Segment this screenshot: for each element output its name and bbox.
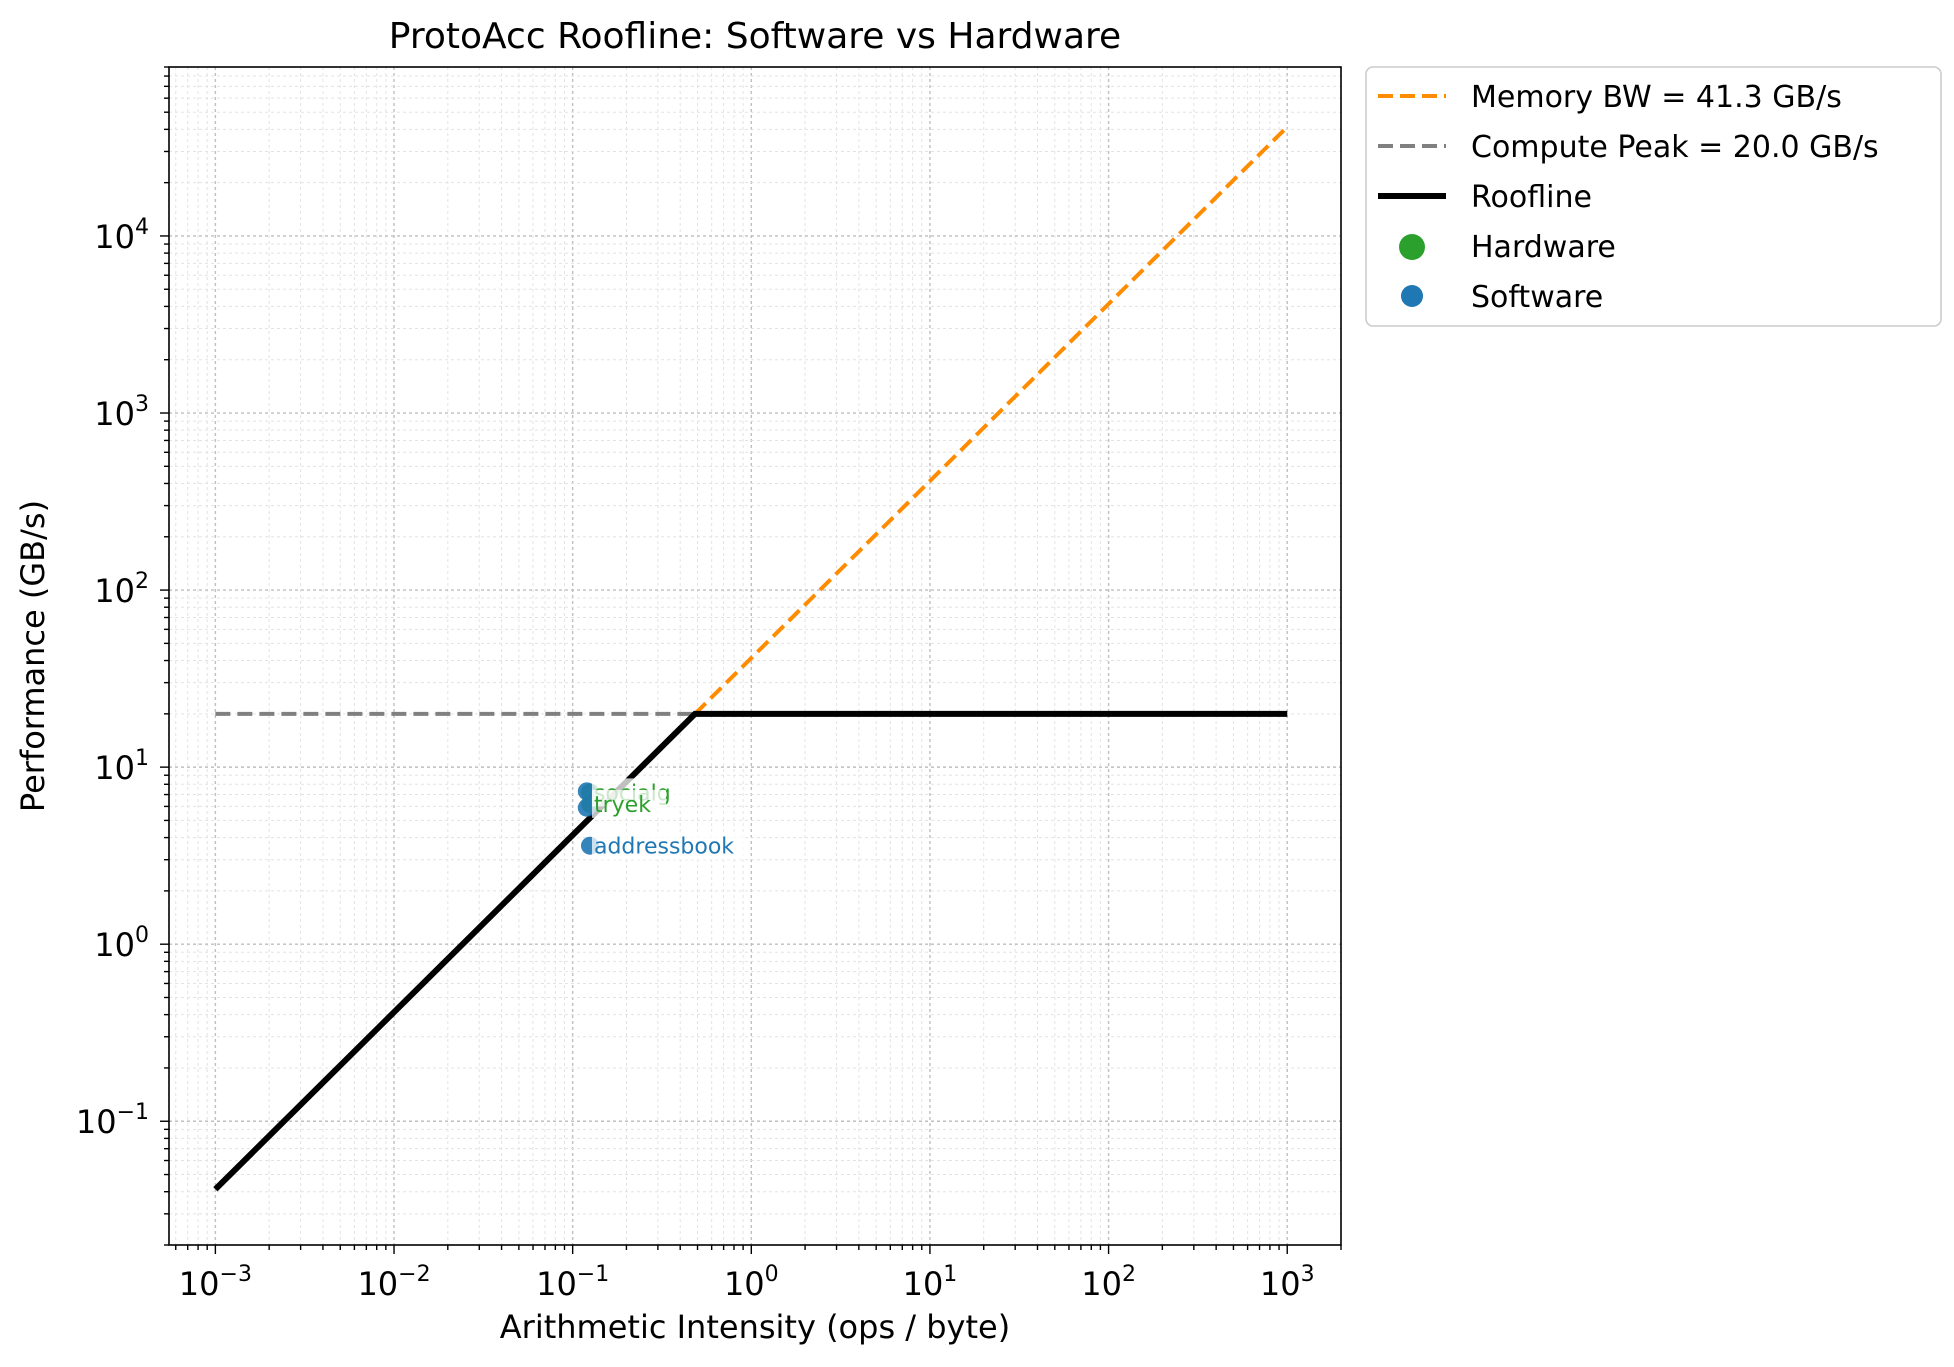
x-tick-label: 102: [1081, 1262, 1136, 1303]
x-tick-label: 10−2: [357, 1262, 430, 1303]
legend-label: Roofline: [1471, 180, 1592, 215]
legend-label: Hardware: [1471, 230, 1616, 265]
point-label-background: [591, 831, 746, 860]
legend-frame: [1365, 66, 1942, 327]
scatter-point-software: [577, 798, 596, 817]
legend-label: Compute Peak = 20.0 GB/s: [1471, 130, 1879, 165]
y-tick-label: 100: [94, 923, 149, 964]
series-layer: socialgtryekaddressbook: [213, 125, 1289, 1192]
y-tick-label: 102: [94, 569, 149, 610]
y-tick-label: 101: [94, 746, 149, 787]
y-tick-label: 104: [94, 215, 149, 256]
point-label: addressbook: [594, 835, 734, 860]
legend-label: Software: [1471, 280, 1603, 315]
point-label-background: [591, 789, 666, 818]
y-tick-label: 103: [94, 392, 149, 433]
scatter-point-software: [577, 782, 596, 801]
legend-swatch-hardware: [1399, 234, 1425, 260]
legend: Memory BW = 41.3 GB/s Compute Peak = 20.0…: [1365, 66, 1942, 327]
legend-swatch-software: [1401, 285, 1423, 307]
x-tick-label: 101: [903, 1262, 958, 1303]
series-line-memory-bw-41-3-gb-s: [693, 125, 1289, 716]
x-tick-label: 100: [724, 1262, 779, 1303]
y-axis-label: Performance (GB/s): [14, 500, 52, 812]
plot-frame: [168, 66, 1342, 1246]
chart-title: ProtoAcc Roofline: Software vs Hardware: [389, 16, 1121, 57]
x-tick-label: 10−1: [536, 1262, 609, 1303]
y-tick-label: 10−1: [76, 1100, 149, 1141]
point-label: tryek: [594, 793, 651, 818]
legend-label: Memory BW = 41.3 GB/s: [1471, 80, 1842, 115]
axis-ticks: 10−3 10−2 10−1 100 101 102 103 10−1 100 101 102 103…: [76, 66, 1342, 1303]
x-axis-label: Arithmetic Intensity (ops / byte): [500, 1308, 1010, 1346]
x-tick-label: 10−3: [179, 1262, 252, 1303]
series-line-roofline: [213, 710, 1288, 1192]
x-tick-label: 103: [1260, 1262, 1315, 1303]
